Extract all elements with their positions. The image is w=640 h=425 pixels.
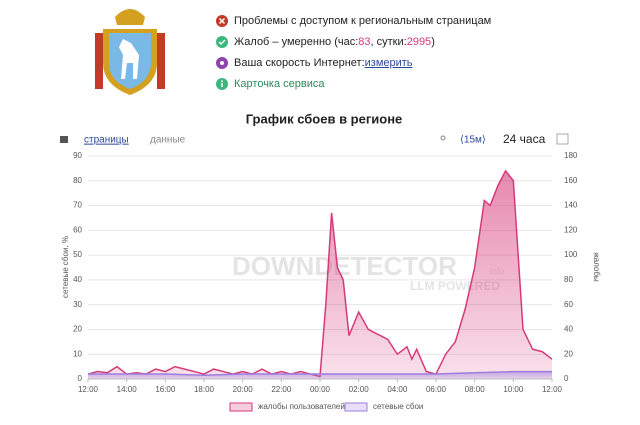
status-text: Ваша скорость Интернет:: [234, 56, 365, 69]
y-axis-label: сетевые сбои, %: [61, 236, 70, 298]
y2-tick-label: 180: [564, 151, 578, 160]
y-tick-label: 50: [73, 250, 82, 259]
y2-tick-label: 0: [564, 374, 569, 383]
legend-swatch: [229, 402, 253, 412]
area: [88, 371, 552, 379]
line: [88, 370, 552, 377]
service-card-link[interactable]: Карточка сервиса: [234, 77, 325, 90]
status-item: Проблемы с доступом к региональным стран…: [216, 10, 491, 31]
interval[interactable]: ⟨15м⟩: [460, 135, 486, 146]
hour-count: 83: [358, 35, 371, 48]
x-tick-label: 04:00: [387, 385, 408, 394]
status-item: Жалоб – умеренно (час: 83, сутки: 2995): [216, 31, 491, 52]
y-tick-label: 80: [73, 176, 82, 185]
period[interactable]: 24 часа: [503, 132, 546, 146]
y-tick-label: 70: [73, 201, 82, 210]
y2-axis-label: жалобы: [592, 252, 601, 282]
speed-link[interactable]: измерить: [364, 56, 413, 69]
status-text: , сутки:: [370, 35, 407, 48]
y2-tick-label: 60: [564, 300, 573, 309]
x-tick-label: 16:00: [155, 385, 176, 394]
x-tick-label: 10:00: [503, 385, 524, 394]
x-tick-label: 14:00: [117, 385, 138, 394]
y2-tick-label: 40: [564, 325, 573, 334]
x-tick-label: 06:00: [426, 385, 447, 394]
camera-icon[interactable]: [60, 136, 68, 143]
x-tick-label: 18:00: [194, 385, 215, 394]
y2-tick-label: 140: [564, 201, 578, 210]
user-icon[interactable]: [440, 135, 446, 141]
x-tick-label: 00:00: [310, 385, 331, 394]
legend-label: сетевые сбои: [373, 402, 423, 411]
y2-tick-label: 80: [564, 275, 573, 284]
x-tick-label: 22:00: [271, 385, 292, 394]
chart-title: График сбоев в регионе: [246, 111, 403, 126]
calendar-icon[interactable]: [556, 133, 569, 145]
area: [88, 170, 552, 379]
chart: График сбоев в регионе страницы данные ⟨…: [60, 111, 601, 412]
legend-swatch: [344, 402, 368, 412]
x-tick-label: 20:00: [233, 385, 254, 394]
tab[interactable]: страницы: [84, 135, 129, 146]
status-item: Ваша скорость Интернет: измерить: [216, 52, 491, 73]
y-tick-label: 90: [73, 151, 82, 160]
y2-tick-label: 100: [564, 250, 578, 259]
watermark: DOWNDETECTOR: [232, 251, 457, 281]
legend-label: жалобы пользователей: [258, 402, 345, 411]
x-tick-label: 08:00: [465, 385, 486, 394]
x-tick-label: 12:00: [542, 385, 563, 394]
status-item: Карточка сервиса: [216, 73, 491, 94]
status-text: Проблемы с доступом к региональным стран…: [234, 14, 492, 27]
day-count: 2995: [406, 35, 432, 48]
y-tick-label: 0: [78, 374, 83, 383]
coat-of-arms: [95, 9, 165, 95]
y2-tick-label: 160: [564, 176, 578, 185]
tab[interactable]: данные: [150, 135, 186, 146]
status-text: Жалоб – умеренно (час:: [234, 35, 359, 48]
y-tick-label: 10: [73, 349, 82, 358]
line: [87, 169, 553, 378]
status-list: Проблемы с доступом к региональным стран…: [216, 10, 491, 94]
y-tick-label: 20: [73, 325, 82, 334]
y-tick-label: 60: [73, 225, 82, 234]
x-tick-label: 02:00: [349, 385, 370, 394]
status-text: ): [431, 35, 435, 48]
y-tick-label: 40: [73, 275, 82, 284]
y2-tick-label: 120: [564, 225, 578, 234]
x-tick-label: 12:00: [78, 385, 99, 394]
y2-tick-label: 20: [564, 349, 573, 358]
y-tick-label: 30: [73, 300, 82, 309]
